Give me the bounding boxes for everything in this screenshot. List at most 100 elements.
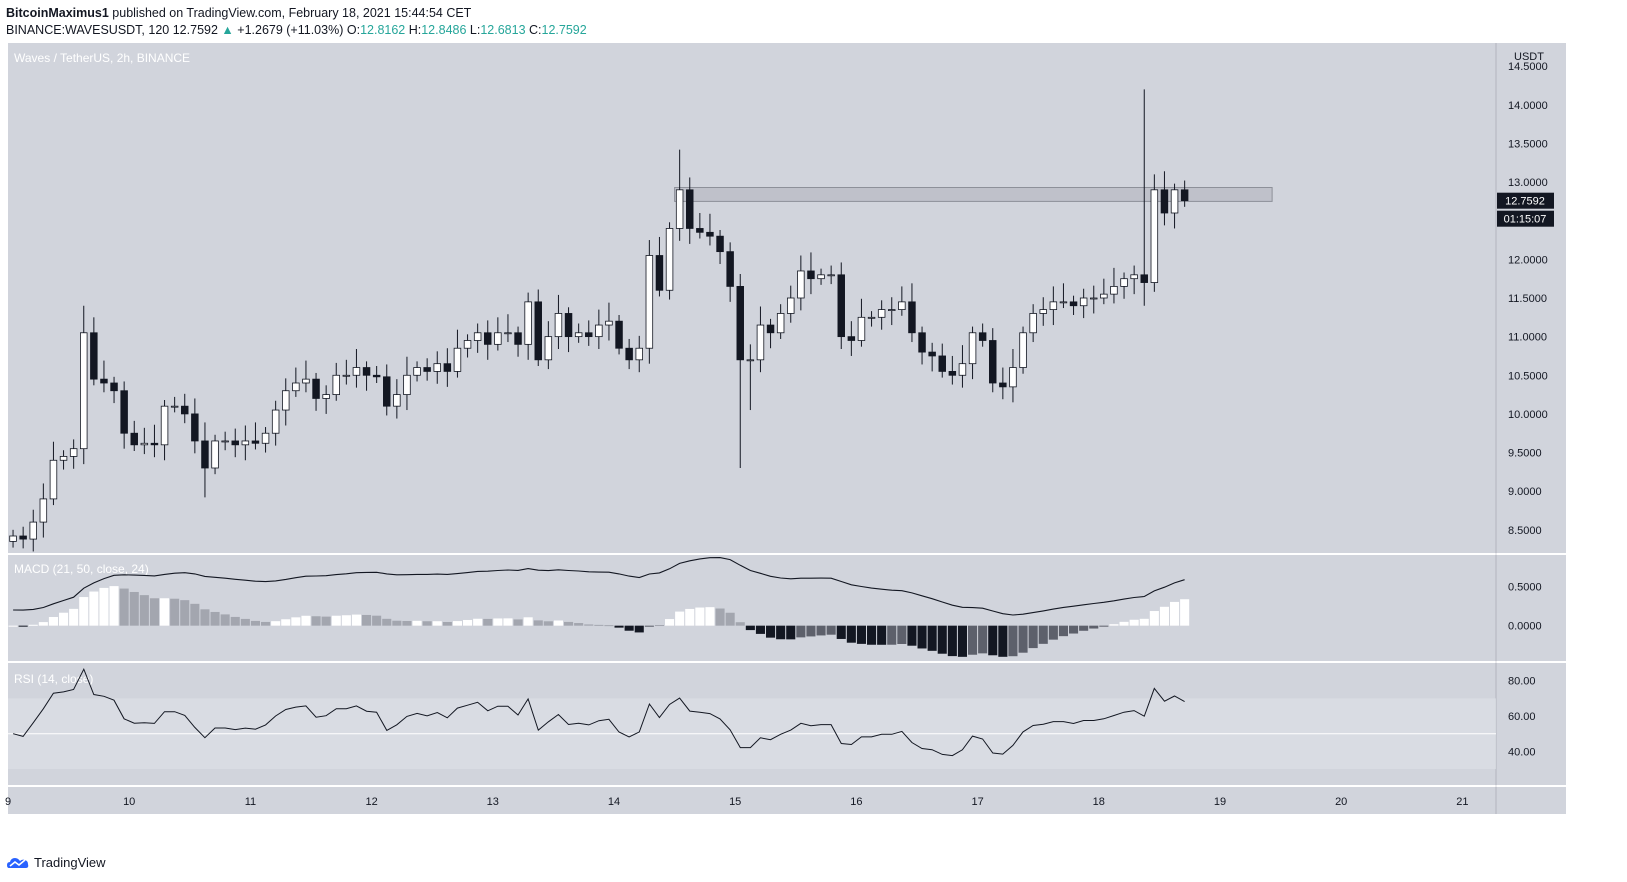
candle-body	[110, 382, 118, 392]
macd-histogram-bar	[402, 620, 412, 626]
macd-histogram-bar	[372, 615, 382, 626]
candle-body	[120, 390, 128, 434]
macd-histogram-bar	[281, 619, 291, 626]
candle-body	[1019, 332, 1027, 368]
macd-histogram-bar	[745, 625, 755, 631]
macd-histogram-bar	[796, 625, 806, 638]
candle-body	[766, 324, 775, 334]
candle-body	[150, 442, 159, 446]
macd-histogram-bar	[917, 625, 927, 649]
x-tick-label: 13	[487, 796, 499, 808]
macd-histogram-bar	[261, 621, 271, 626]
y-tick-label: 11.5000	[1508, 293, 1547, 305]
candle-body	[686, 189, 694, 229]
candle-body	[655, 255, 664, 291]
candle-body	[736, 286, 744, 361]
macd-histogram-bar	[978, 625, 988, 654]
macd-histogram-bar	[351, 614, 361, 626]
candle-body	[615, 320, 623, 349]
macd-histogram-bar	[887, 625, 897, 645]
countdown-label: 01:15:07	[1504, 214, 1547, 226]
macd-histogram-bar	[634, 625, 644, 633]
macd-histogram-bar	[766, 625, 776, 638]
x-tick-label: 20	[1335, 796, 1347, 808]
candle-body	[504, 332, 512, 335]
candle-body	[302, 378, 310, 384]
y-tick-label: 9.5000	[1508, 448, 1542, 460]
macd-histogram-bar	[705, 607, 715, 626]
macd-histogram-bar	[957, 625, 967, 657]
candle-body	[1009, 367, 1017, 388]
macd-histogram-bar	[543, 621, 553, 626]
macd-histogram-bar	[160, 598, 170, 626]
macd-histogram-bar	[947, 625, 957, 657]
candle-body	[776, 313, 785, 334]
candle-body	[908, 301, 916, 334]
macd-histogram-bar	[291, 617, 301, 626]
macd-histogram-bar	[1069, 625, 1079, 634]
candle-body	[958, 363, 967, 376]
macd-histogram-bar	[574, 623, 584, 626]
candle-body	[1180, 189, 1189, 202]
symbol-label: BINANCE:WAVESUSDT, 120	[6, 23, 170, 37]
macd-histogram-bar	[715, 608, 725, 626]
y-tick-label: 13.5000	[1508, 138, 1548, 150]
candle-body	[857, 316, 866, 341]
macd-pane	[8, 555, 1566, 661]
macd-histogram-bar	[826, 625, 836, 635]
macd-histogram-bar	[786, 625, 796, 640]
up-triangle-icon: ▲	[221, 23, 234, 37]
candle-body	[453, 347, 462, 372]
macd-histogram-bar	[89, 591, 99, 626]
candle-body	[1069, 301, 1078, 307]
candle-body	[696, 228, 704, 233]
macd-histogram-bar	[473, 618, 483, 626]
macd-histogram-bar	[937, 625, 947, 654]
y-tick-label: 11.0000	[1508, 332, 1547, 344]
macd-histogram-bar	[735, 622, 745, 626]
macd-histogram-bar	[806, 625, 816, 637]
candle-body	[847, 336, 856, 341]
macd-histogram-bar	[79, 597, 89, 626]
macd-histogram-bar	[614, 625, 624, 628]
macd-histogram-bar	[412, 620, 422, 626]
candle-body	[403, 374, 411, 395]
y-tick-label: 10.5000	[1508, 370, 1548, 382]
candle-body	[756, 324, 765, 361]
macd-histogram-bar	[988, 625, 998, 656]
candle-body	[827, 274, 835, 277]
author-name[interactable]: BitcoinMaximus1	[6, 6, 109, 20]
candle-body	[170, 405, 179, 408]
macd-histogram-bar	[836, 625, 846, 639]
macd-histogram-bar	[240, 618, 250, 626]
candle-body	[1140, 274, 1148, 283]
macd-histogram-bar	[48, 616, 58, 626]
candle-body	[524, 301, 532, 345]
candle-body	[817, 274, 825, 280]
y-tick-label: 0.5000	[1508, 581, 1542, 593]
macd-histogram-bar	[109, 586, 119, 626]
x-tick-label: 19	[1214, 796, 1226, 808]
macd-histogram-bar	[1018, 625, 1028, 653]
candle-body	[918, 332, 926, 353]
macd-histogram-bar	[897, 625, 907, 644]
candle-body	[160, 405, 169, 446]
chart-title: Waves / TetherUS, 2h, BINANCE	[14, 51, 190, 65]
price-pane	[8, 43, 1566, 553]
macd-histogram-bar	[220, 614, 230, 626]
macd-histogram-bar	[1008, 625, 1018, 657]
macd-histogram-bar	[907, 625, 917, 646]
candle-body	[9, 535, 17, 542]
candle-body	[69, 448, 78, 457]
candle-body	[1130, 274, 1138, 280]
macd-histogram-bar	[685, 608, 695, 626]
macd-histogram-bar	[28, 624, 38, 626]
macd-histogram-bar	[1079, 625, 1089, 631]
candle-body	[716, 235, 724, 253]
candle-body	[372, 374, 381, 378]
macd-histogram-bar	[321, 616, 331, 626]
macd-histogram-bar	[301, 615, 311, 626]
tradingview-footer[interactable]: TradingView	[6, 854, 106, 870]
macd-histogram-bar	[483, 618, 493, 626]
